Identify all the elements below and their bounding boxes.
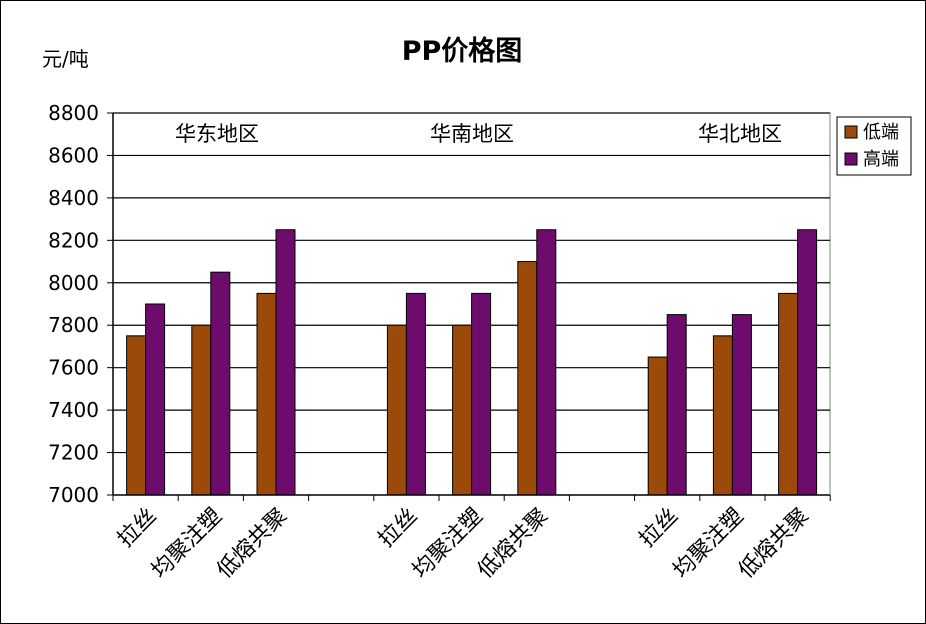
bar-high [145,303,166,496]
x-tick-label: 拉丝 [374,504,423,553]
x-tick-label: 低熔共聚 [734,504,814,584]
y-tick-label: 8200 [48,228,99,252]
bar-low [386,324,407,496]
bar-high [536,229,557,496]
x-tick-label: 均聚注塑 [147,504,227,584]
y-tick-label: 8400 [48,186,99,210]
bar-high [405,292,426,496]
x-tick-label: 低熔共聚 [212,504,292,584]
y-tick-labels: 7000 7200 7400 7600 7800 8000 8200 8400 8600 8800 [48,101,99,507]
bars [126,229,818,496]
x-tick-label: 拉丝 [635,504,684,553]
x-tick-label: 拉丝 [113,504,162,553]
bar-high [731,314,752,496]
axes [112,113,831,501]
legend-label: 高端 [863,149,899,170]
bar-low [712,335,733,496]
y-tick-label: 7600 [48,356,99,380]
bar-low [256,292,277,496]
bar-low [647,356,668,496]
region-label: 华南地区 [430,122,514,146]
region-label: 华东地区 [175,122,259,146]
y-tick-label: 8000 [48,271,99,295]
bar-high [797,229,818,496]
y-tick-label: 7200 [48,441,99,465]
x-tick-label: 均聚注塑 [408,504,488,584]
y-axis-unit-label: 元/吨 [42,47,89,71]
bar-low [126,335,147,496]
y-tick-label: 7800 [48,313,99,337]
legend-swatch [844,152,858,166]
bar-high [210,271,231,496]
region-labels: 华东地区 华南地区 华北地区 [175,122,782,146]
x-tick-label: 均聚注塑 [669,504,749,584]
bar-low [517,261,538,496]
y-tick-label: 7400 [48,398,99,422]
bar-high [275,229,296,496]
bar-low [191,324,212,496]
x-tick-label: 低熔共聚 [473,504,553,584]
bar-high [666,314,687,496]
bar-high [471,292,492,496]
region-label: 华北地区 [698,122,782,146]
y-tick-label: 8800 [48,101,99,125]
legend-swatch [844,125,858,139]
bar-low [778,292,799,496]
bar-low [452,324,473,496]
legend-label: 低端 [863,122,899,143]
chart-title: PP价格图 [402,36,523,67]
y-tick-label: 7000 [48,483,99,507]
y-tick-label: 8600 [48,143,99,167]
